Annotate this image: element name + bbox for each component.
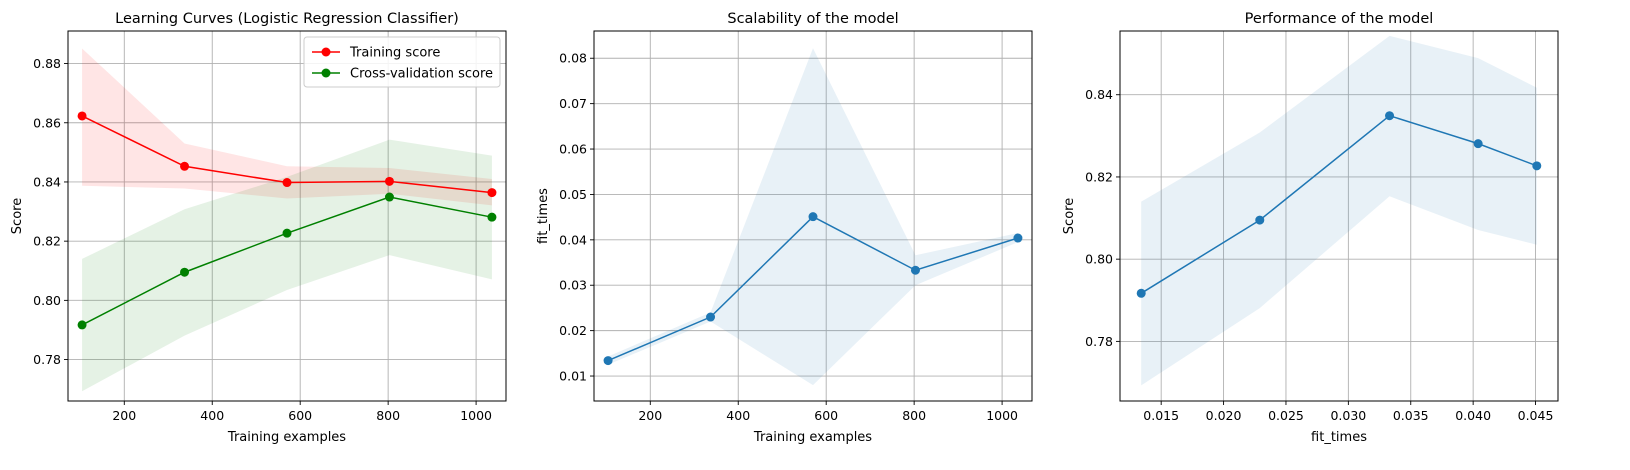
y-tick-label: 0.78 bbox=[33, 352, 61, 367]
performance-panel: Performance of the model fit_times Score… bbox=[1062, 11, 1559, 445]
data-point bbox=[1136, 288, 1146, 298]
x-tick-label: 0.025 bbox=[1268, 408, 1304, 423]
data-point bbox=[1385, 111, 1395, 121]
axes-frame bbox=[67, 30, 507, 402]
chart-title: Performance of the model bbox=[1245, 11, 1434, 27]
data-point bbox=[487, 188, 497, 198]
x-tick-label: 0.035 bbox=[1393, 408, 1429, 423]
y-tick-label: 0.03 bbox=[559, 278, 587, 293]
x-tick-label: 800 bbox=[902, 408, 926, 423]
y-tick-label: 0.78 bbox=[1085, 334, 1113, 349]
data-point bbox=[808, 212, 818, 222]
legend-marker bbox=[321, 47, 331, 57]
legend-box bbox=[303, 36, 501, 88]
y-tick-label: 0.08 bbox=[559, 51, 587, 66]
x-tick-label: 0.040 bbox=[1455, 408, 1491, 423]
learning-curves-panel: Learning Curves (Logistic Regression Cla… bbox=[10, 11, 507, 445]
chart-title: Learning Curves (Logistic Regression Cla… bbox=[115, 11, 459, 27]
y-tick-label: 0.06 bbox=[559, 142, 587, 157]
y-tick-label: 0.04 bbox=[559, 232, 587, 247]
data-point bbox=[1532, 161, 1542, 171]
x-tick-label: 600 bbox=[288, 408, 312, 423]
y-axis-label: fit_times bbox=[536, 188, 551, 244]
data-point bbox=[603, 356, 613, 366]
data-point bbox=[384, 176, 394, 186]
x-tick-label: 0.020 bbox=[1206, 408, 1242, 423]
legend: Training score Cross-validation score bbox=[303, 36, 501, 88]
data-point bbox=[77, 320, 87, 330]
axes-frame bbox=[593, 30, 1033, 402]
legend-marker bbox=[321, 68, 331, 78]
x-tick-label: 0.015 bbox=[1143, 408, 1179, 423]
x-tick-label: 600 bbox=[814, 408, 838, 423]
y-tick-label: 0.05 bbox=[559, 187, 587, 202]
y-tick-label: 0.84 bbox=[33, 174, 61, 189]
x-axis-label: Training examples bbox=[227, 430, 346, 445]
data-point bbox=[77, 111, 87, 121]
y-axis-label: Score bbox=[10, 198, 25, 234]
scalability-panel: Scalability of the model Training exampl… bbox=[536, 11, 1033, 445]
x-tick-label: 400 bbox=[200, 408, 224, 423]
data-point bbox=[1255, 215, 1265, 225]
x-axis-label: fit_times bbox=[1311, 430, 1367, 445]
data-point bbox=[384, 192, 394, 202]
y-axis-label: Score bbox=[1062, 198, 1077, 234]
data-point bbox=[706, 312, 716, 322]
data-point bbox=[1473, 139, 1483, 149]
x-tick-label: 400 bbox=[726, 408, 750, 423]
x-tick-label: 200 bbox=[112, 408, 136, 423]
data-point bbox=[282, 178, 292, 188]
x-tick-label: 800 bbox=[376, 408, 400, 423]
y-tick-label: 0.82 bbox=[1085, 169, 1113, 184]
axes-frame bbox=[1119, 30, 1559, 402]
x-tick-label: 200 bbox=[638, 408, 662, 423]
data-point bbox=[910, 265, 920, 275]
y-tick-label: 0.88 bbox=[33, 56, 61, 71]
y-tick-label: 0.82 bbox=[33, 234, 61, 249]
y-tick-label: 0.80 bbox=[1085, 252, 1113, 267]
data-point bbox=[282, 228, 292, 238]
y-tick-label: 0.07 bbox=[559, 96, 587, 111]
y-tick-label: 0.80 bbox=[33, 293, 61, 308]
x-tick-label: 1000 bbox=[986, 408, 1018, 423]
legend-label: Training score bbox=[349, 46, 440, 61]
data-point bbox=[180, 267, 190, 277]
data-point bbox=[1013, 233, 1023, 243]
y-tick-label: 0.86 bbox=[33, 115, 61, 130]
legend-label: Cross-validation score bbox=[350, 67, 493, 82]
y-tick-label: 0.02 bbox=[559, 323, 587, 338]
x-axis-label: Training examples bbox=[753, 430, 872, 445]
chart-title: Scalability of the model bbox=[727, 11, 898, 27]
y-tick-label: 0.01 bbox=[559, 369, 587, 384]
data-point bbox=[180, 161, 190, 171]
data-point bbox=[487, 212, 497, 222]
x-tick-label: 0.030 bbox=[1330, 408, 1366, 423]
confidence-band bbox=[1141, 35, 1537, 386]
x-tick-label: 1000 bbox=[460, 408, 492, 423]
y-tick-label: 0.84 bbox=[1085, 87, 1113, 102]
x-tick-label: 0.045 bbox=[1518, 408, 1554, 423]
confidence-band bbox=[82, 139, 492, 392]
